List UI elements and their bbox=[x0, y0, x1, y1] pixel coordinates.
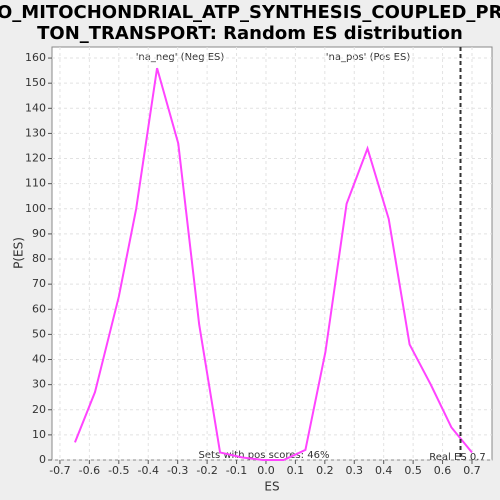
plot-area bbox=[51, 46, 493, 461]
x-tick-label: 0.1 bbox=[287, 464, 305, 477]
y-tick-label: 0 bbox=[39, 453, 46, 466]
chart-title: GO_MITOCHONDRIAL_ATP_SYNTHESIS_COUPLED_P… bbox=[0, 2, 500, 23]
y-tick-label: 150 bbox=[25, 76, 46, 89]
y-tick-label: 50 bbox=[32, 327, 46, 340]
x-tick-label: -0.4 bbox=[138, 464, 159, 477]
y-tick-label: 140 bbox=[25, 101, 46, 114]
x-tick-label: -0.3 bbox=[167, 464, 188, 477]
y-tick-label: 60 bbox=[32, 302, 46, 315]
x-axis-label: ES bbox=[264, 480, 279, 494]
x-tick-label: 0.2 bbox=[316, 464, 334, 477]
y-tick-label: 70 bbox=[32, 277, 46, 290]
x-tick-label: -0.2 bbox=[196, 464, 217, 477]
chart-title: TON_TRANSPORT: Random ES distribution bbox=[37, 23, 463, 44]
y-tick-label: 160 bbox=[25, 51, 46, 64]
line bbox=[74, 67, 473, 461]
x-tick-label: -0.6 bbox=[79, 464, 100, 477]
y-tick-label: 110 bbox=[25, 177, 46, 190]
y-tick-label: 80 bbox=[32, 252, 46, 265]
x-tick-label: 0.3 bbox=[346, 464, 364, 477]
x-tick-label: 0.5 bbox=[404, 464, 422, 477]
x-tick-label: 0.6 bbox=[434, 464, 452, 477]
y-tick-label: 40 bbox=[32, 353, 46, 366]
y-tick-label: 90 bbox=[32, 227, 46, 240]
annotation: Sets with pos scores: 46% bbox=[199, 450, 330, 461]
x-tick-label: 0.4 bbox=[375, 464, 393, 477]
y-tick-label: 30 bbox=[32, 378, 46, 391]
y-tick-label: 120 bbox=[25, 152, 46, 165]
annotation: 'na_pos' (Pos ES) bbox=[326, 52, 411, 63]
annotation: 'na_neg' (Neg ES) bbox=[136, 52, 225, 63]
x-tick-label: -0.5 bbox=[108, 464, 129, 477]
x-tick-label: 0.0 bbox=[257, 464, 275, 477]
y-tick-label: 20 bbox=[32, 403, 46, 416]
y-tick-label: 130 bbox=[25, 126, 46, 139]
y-tick-label: 10 bbox=[32, 428, 46, 441]
y-tick-label: 100 bbox=[25, 202, 46, 215]
y-axis-label: P(ES) bbox=[12, 237, 26, 269]
x-tick-label: 0.7 bbox=[463, 464, 481, 477]
x-tick-label: -0.1 bbox=[226, 464, 247, 477]
real-es-label: Real ES 0.7 bbox=[429, 452, 485, 463]
x-tick-label: -0.7 bbox=[49, 464, 70, 477]
